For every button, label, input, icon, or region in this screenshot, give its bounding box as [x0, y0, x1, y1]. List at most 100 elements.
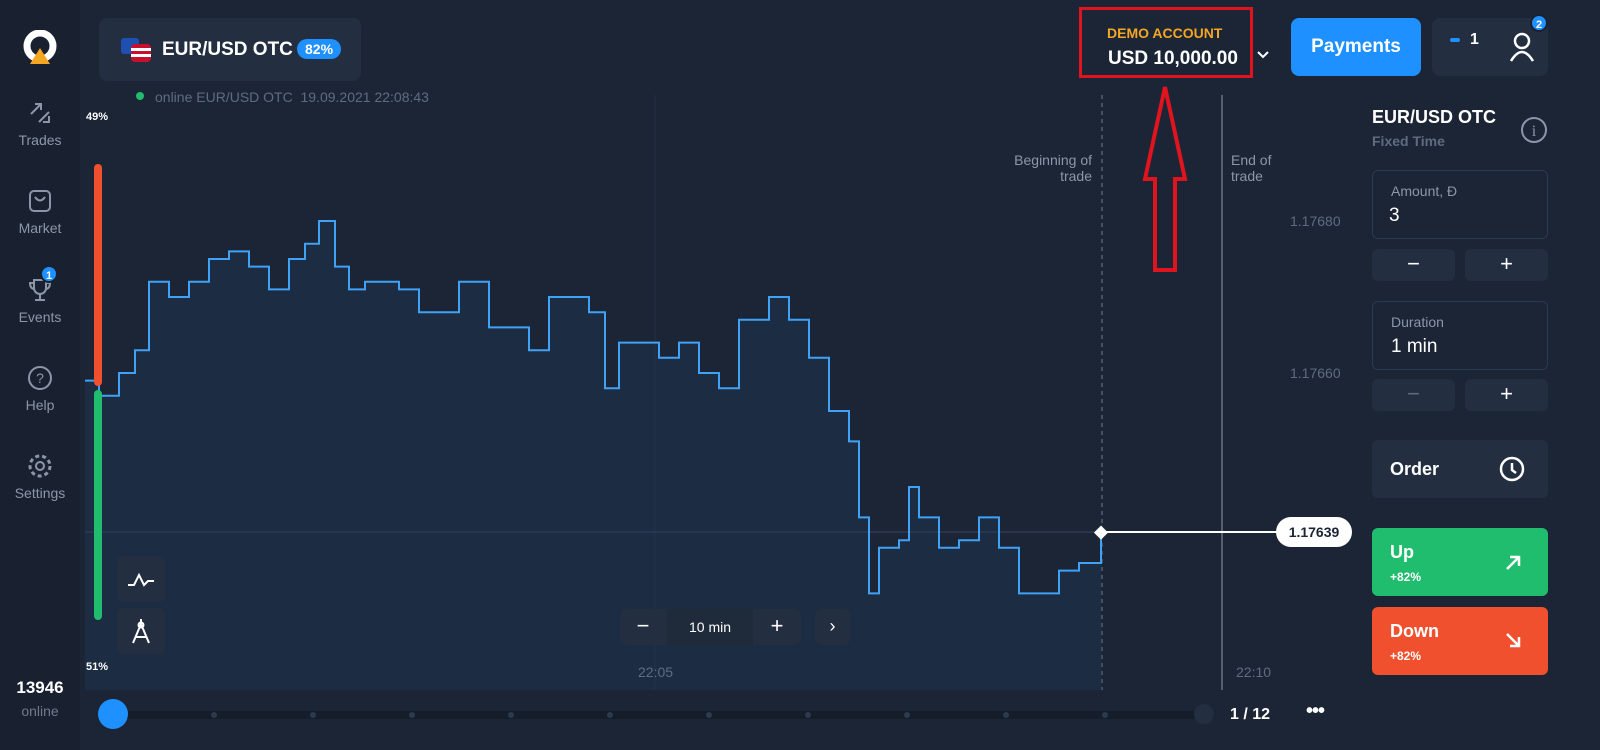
account-switcher[interactable]: DEMO ACCOUNT USD 10,000.00 [1079, 7, 1253, 78]
svg-text:i: i [1532, 123, 1537, 140]
sidebar-item-trades[interactable]: Trades [0, 100, 80, 148]
chevron-down-icon[interactable] [1256, 50, 1270, 60]
duration-value[interactable]: 1 min [1391, 336, 1438, 357]
down-percent: 49% [86, 111, 109, 123]
sidebar-item-label: Market [18, 220, 62, 236]
arrow-down-right-icon [1506, 633, 1521, 648]
timeline-dot [607, 712, 613, 718]
line-chart-icon [128, 572, 154, 587]
amount-label: Amount, Đ [1391, 183, 1458, 199]
sidebar-item-events[interactable]: Events 1 [0, 265, 80, 325]
trophy-icon [28, 279, 52, 301]
profile-badge: 2 [1530, 14, 1548, 32]
sidebar-item-help[interactable]: ? Help [0, 365, 80, 413]
timeline-dot [904, 712, 910, 718]
y-tick: 1.17660 [1290, 365, 1341, 381]
account-label: DEMO ACCOUNT [1107, 25, 1223, 41]
online-dot [136, 92, 144, 100]
payout-badge: 82% [297, 39, 342, 59]
timeline-dot [310, 712, 316, 718]
panel-asset-name: EUR/USD OTC [1372, 107, 1497, 127]
compass-icon [132, 619, 150, 644]
status-line: online EUR/USD OTC 19.09.2021 22:08:43 [155, 89, 429, 105]
timeline-handle[interactable] [98, 699, 128, 729]
datetime: 19.09.2021 22:08:43 [300, 89, 429, 105]
timeline-scrollbar[interactable] [110, 711, 1200, 719]
down-button[interactable]: Down +82% [1372, 607, 1548, 675]
down-label: Down [1390, 621, 1439, 641]
sidebar-item-market[interactable]: Market [0, 188, 80, 236]
up-percent: 51% [86, 661, 109, 673]
duration-field[interactable]: Duration 1 min [1372, 301, 1548, 370]
sidebar-item-label: Settings [14, 485, 66, 501]
up-payout: +82% [1390, 570, 1422, 584]
beginning-label: Beginning of trade [1014, 152, 1092, 184]
red-arrow-annotation [1142, 86, 1188, 272]
price-chart[interactable] [0, 0, 1350, 750]
up-button[interactable]: Up +82% [1372, 528, 1548, 596]
price-area [85, 221, 1102, 690]
end-label: End of trade [1231, 152, 1272, 184]
clock-icon [1499, 456, 1525, 482]
duration-decrease-button[interactable]: − [1372, 379, 1455, 411]
flag-icon [121, 38, 153, 69]
svg-text:?: ? [36, 370, 44, 386]
profile-button[interactable]: 2 [1496, 14, 1548, 76]
amount-increase-button[interactable]: + [1465, 249, 1548, 281]
current-price-marker [1093, 525, 1109, 540]
open-trades-button[interactable]: 1 [1432, 18, 1496, 76]
up-sentiment-bar [94, 390, 102, 620]
help-icon: ? [28, 366, 52, 390]
timeline-dot [1003, 712, 1009, 718]
sidebar-item-settings[interactable]: Settings [0, 453, 80, 501]
timeline-dot [805, 712, 811, 718]
user-icon [1509, 32, 1535, 62]
payments-button[interactable]: Payments [1291, 18, 1421, 76]
duration-increase-button[interactable]: + [1465, 379, 1548, 411]
timeline-dot [409, 712, 415, 718]
chart-type-button[interactable] [117, 556, 165, 602]
bag-icon [29, 190, 51, 212]
arrows-icon [30, 103, 50, 123]
current-price-label: 1.17639 [1276, 517, 1352, 547]
timeline-dot [211, 712, 217, 718]
balance: USD 10,000.00 [1108, 48, 1238, 69]
trades-icon [1450, 38, 1460, 42]
timeline-dot [508, 712, 514, 718]
zoom-out-button[interactable]: − [636, 613, 650, 638]
asset-selector[interactable]: EUR/USD OTC 82% [99, 18, 361, 81]
asset-name: EUR/USD OTC [162, 39, 293, 60]
status-text: online EUR/USD OTC [155, 89, 293, 105]
y-tick: 1.17680 [1290, 213, 1341, 229]
trade-mode: Fixed Time [1372, 133, 1445, 149]
order-button[interactable]: Order [1372, 440, 1548, 498]
sidebar-item-label: Events [18, 309, 62, 325]
zoom-level: 10 min [667, 609, 753, 645]
amount-field[interactable]: Amount, Đ 3 [1372, 170, 1548, 239]
sidebar: Trades Market Events 1 ? Help Settings 1… [0, 0, 80, 750]
gear-icon [28, 454, 52, 478]
down-payout: +82% [1390, 649, 1422, 663]
timeline-dot [1102, 712, 1108, 718]
price-line [85, 220, 1102, 595]
zoom-control: − 10 min + [620, 609, 801, 645]
events-badge: 1 [40, 265, 58, 283]
up-label: Up [1390, 542, 1414, 562]
amount-value[interactable]: 3 [1389, 205, 1400, 226]
sidebar-item-label: Trades [18, 132, 62, 148]
info-icon[interactable]: i [1520, 116, 1548, 144]
duration-label: Duration [1391, 314, 1444, 330]
online-label: online [21, 703, 59, 719]
page-indicator: 1 / 12 [1230, 706, 1271, 723]
timeline-dot [706, 712, 712, 718]
scroll-right-button[interactable]: › [815, 609, 850, 645]
trades-count: 1 [1470, 31, 1479, 48]
x-tick: 22:05 [638, 664, 674, 680]
timeline-end-icon [1194, 704, 1214, 724]
amount-decrease-button[interactable]: − [1372, 249, 1455, 281]
sidebar-item-label: Help [25, 397, 55, 413]
more-icon[interactable]: ••• [1306, 700, 1325, 722]
drawing-tools-button[interactable] [117, 608, 165, 654]
order-label: Order [1390, 459, 1440, 479]
zoom-in-button[interactable]: + [770, 613, 784, 638]
